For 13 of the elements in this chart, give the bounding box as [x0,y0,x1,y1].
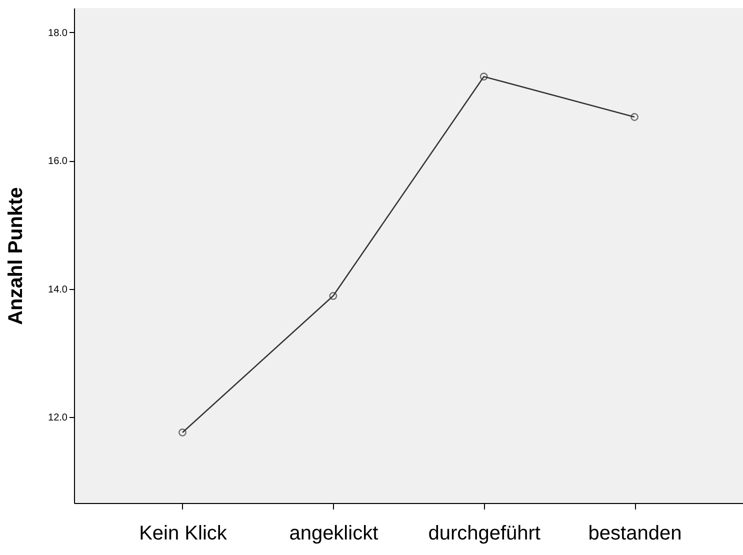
x-tick-label: Kein Klick [139,522,228,544]
point [480,72,488,81]
y-tick-label: 18.0 [48,28,68,39]
point [329,292,338,300]
y-axis-title: Anzahl Punkte [5,187,28,325]
x-tick-label: bestanden [588,522,682,544]
y-tick-label: 12.0 [48,412,68,424]
x-tick-label: durchgeführt [428,522,541,544]
x-tick-label: angeklickt [289,522,379,544]
y-tick-label: 14.0 [48,284,68,296]
point [630,113,638,121]
point [178,428,186,436]
y-tick-label: 16.0 [48,156,68,168]
